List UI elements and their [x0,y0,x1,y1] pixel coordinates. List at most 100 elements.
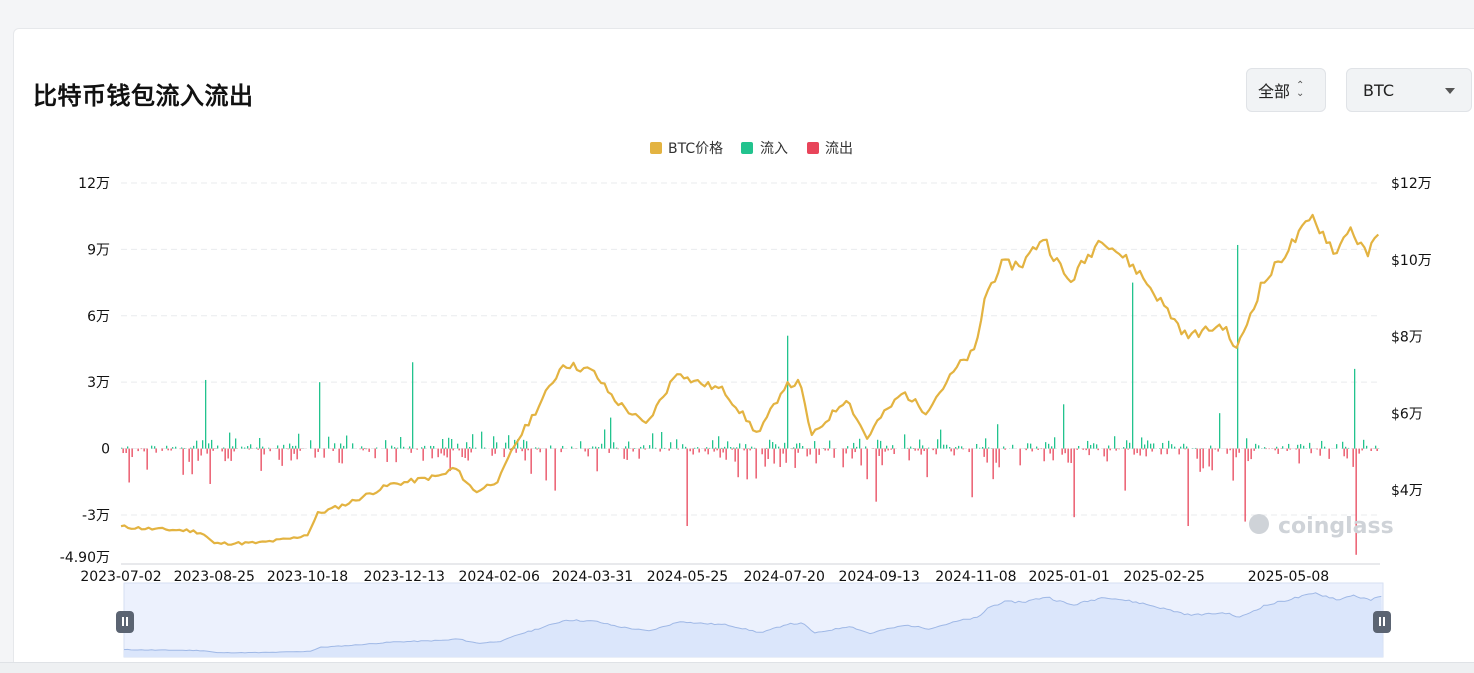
outflow-bar [687,449,688,526]
pause-handle-icon [116,611,134,633]
outflow-bar [819,449,820,455]
inflow-bar [670,442,671,448]
legend-item-inflow[interactable]: 流入 [741,141,788,157]
legend-item-price[interactable]: BTC价格 [650,141,723,157]
outflow-bar [798,449,799,453]
legend-item-outflow[interactable]: 流出 [807,141,853,157]
outflow-bar [504,449,505,457]
inflow-bar [196,441,197,449]
inflow-bar [394,447,395,448]
outflow-bar [747,449,748,480]
outflow-bar [1299,449,1300,464]
y-left-tick-label: 0 [101,442,110,458]
outflow-bar [411,449,412,453]
inflow-bar [949,447,950,448]
inflow-bar [1063,404,1064,448]
inflow-bar [1288,444,1289,449]
inflow-bar [997,424,998,448]
inflow-bar [958,446,959,449]
outflow-bar [645,449,646,450]
slider-handle-right[interactable] [1373,611,1391,633]
outflow-bar [375,449,376,459]
inflow-bar [946,445,947,449]
outflow-bar [342,449,343,464]
outflow-bar [144,449,145,452]
inflow-bar [289,444,290,449]
inflow-bar [985,438,986,448]
outflow-bar [627,449,628,460]
outflow-bar [432,449,433,459]
outflow-bar [1269,449,1270,450]
legend-label-outflow: 流出 [825,141,853,157]
inflow-bar [448,438,449,449]
outflow-bar [825,449,826,451]
outflow-bar [1209,449,1210,467]
inflow-bar [664,448,665,449]
outflow-bar [459,449,460,451]
outflow-bar [1026,449,1027,451]
outflow-bar [1353,449,1354,467]
outflow-bar [450,449,451,472]
outflow-bar [786,449,787,463]
outflow-bar [447,449,448,458]
y-left-tick-label: -3万 [82,508,110,524]
outflow-bar [225,449,226,462]
inflow-bar [1324,447,1325,449]
outflow-bar [633,449,634,452]
outflow-bar [1290,449,1291,450]
inflow-bar [232,446,233,448]
inflow-bar [247,446,248,448]
inflow-bar [217,446,218,449]
inflow-bar [235,438,236,448]
outflow-bar [318,449,319,452]
outflow-bar [1359,449,1360,454]
outflow-bar [210,449,211,484]
inflow-bar [979,448,980,449]
y-left-tick-label: 3万 [87,375,110,391]
inflow-bar [907,448,908,449]
inflow-bar [211,440,212,449]
inflow-bar [571,447,572,449]
outflow-bar [1065,449,1066,454]
inflow-bar [481,432,482,449]
outflow-bar [201,449,202,456]
outflow-bar [1110,449,1111,451]
inflow-bar [268,448,269,449]
inflow-bar [1309,443,1310,449]
inflow-bar [523,440,524,449]
outflow-bar [123,449,124,453]
inflow-bar [640,447,641,449]
inflow-bar [562,446,563,449]
inflow-bar [1354,369,1355,449]
outflow-bar [492,449,493,456]
outflow-bar [867,449,868,480]
outflow-bar [699,449,700,453]
outflow-bar [882,449,883,466]
inflow-bar [1045,442,1046,448]
outflow-bar [1329,449,1330,459]
outflow-bar [1251,449,1252,460]
inflow-bar [352,443,353,448]
outflow-bar [1167,449,1168,455]
inflow-bar [823,448,824,449]
inflow-bar [796,444,797,449]
outflow-bar [969,449,970,452]
coinglass-watermark: coinglass [1249,514,1394,539]
inflow-bar [259,438,260,449]
outflow-bar [1203,449,1204,469]
inflow-bar [433,446,434,449]
outflow-bar [183,449,184,475]
inflow-bar [682,444,683,448]
slider-handle-left[interactable] [116,611,134,633]
data-zoom-slider[interactable] [116,583,1391,657]
outflow-bar [249,449,250,450]
inflow-bar [1300,444,1301,448]
inflow-bar [1258,445,1259,448]
inflow-bar [1054,437,1055,448]
outflow-bar [387,449,388,462]
outflow-bar [1317,449,1318,450]
outflow-bar [828,449,829,451]
outflow-bar [363,449,364,451]
outflow-bar [528,449,529,451]
